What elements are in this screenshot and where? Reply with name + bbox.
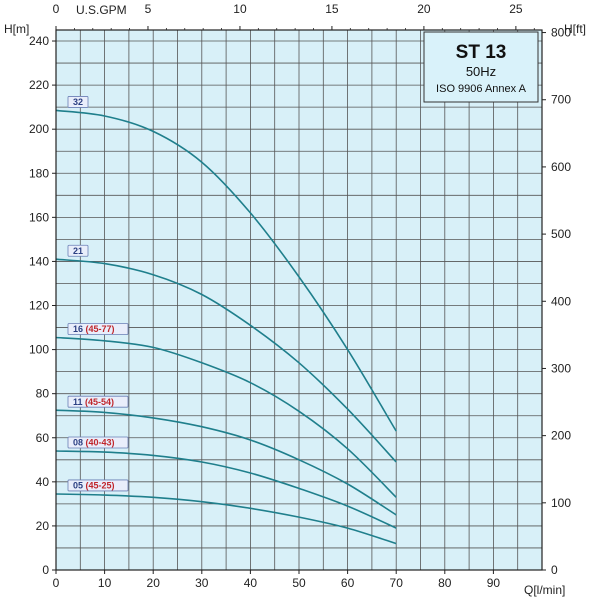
- x-tick-label: 80: [438, 576, 452, 590]
- plot-frame: [55, 29, 543, 571]
- series-label-box: [67, 244, 89, 257]
- series-label-16: 16 (45-77): [67, 323, 129, 335]
- y-tick-label: 100: [29, 343, 49, 357]
- y-tick-label: 240: [29, 34, 49, 48]
- right-tick-label: 200: [551, 429, 571, 443]
- y-tick-label: 180: [29, 166, 49, 180]
- chart-frequency: 50Hz: [466, 64, 496, 79]
- series-label-text: 08 (40-43): [73, 438, 115, 448]
- chart-title: ST 13: [456, 42, 507, 63]
- series-curve-11: [55, 409, 397, 516]
- y-tick-label: 0: [42, 563, 49, 577]
- series-label-box: [67, 323, 129, 335]
- top-tick-label: 0: [53, 2, 60, 16]
- right-tick-label: 400: [551, 294, 571, 308]
- top-tick-label: 10: [233, 2, 247, 16]
- chart-standard: ISO 9906 Annex A: [436, 83, 527, 95]
- top-tick-label: 15: [325, 2, 339, 16]
- y-tick-label: 20: [36, 519, 50, 533]
- series-labels: 32 21 16 (45-77) 11 (45-54) 08 (40-43) 05 (45…: [67, 96, 129, 492]
- right-tick-label: 700: [551, 93, 571, 107]
- x-axis-title-bottom: Q[l/min]: [524, 583, 565, 597]
- series-label-text: 11 (45-54): [73, 397, 114, 407]
- series-label-box: [67, 395, 129, 408]
- series-curve-16: [55, 336, 397, 498]
- top-tick-label: 20: [417, 2, 431, 16]
- series-label-11: 11 (45-54): [67, 395, 129, 408]
- series-label-text: 05 (45-25): [73, 481, 115, 491]
- grid-lines: [56, 30, 542, 570]
- y-axis-title-right: H[ft]: [564, 22, 586, 36]
- info-box: ST 13 50Hz ISO 9906 Annex A: [423, 31, 539, 103]
- y-tick-label: 220: [29, 78, 49, 92]
- series-label-text: 16 (45-77): [73, 324, 115, 334]
- y-tick-label: 140: [29, 254, 49, 268]
- series-label-text: 32: [73, 97, 83, 107]
- x-tick-label: 40: [244, 576, 258, 590]
- y-tick-label: 160: [29, 210, 49, 224]
- x-tick-label: 0: [53, 576, 60, 590]
- series-curve-05: [55, 493, 397, 545]
- x-axis-title-top: U.S.GPM: [76, 3, 127, 17]
- x-tick-label: 30: [195, 576, 209, 590]
- y-tick-label: 120: [29, 299, 49, 313]
- series-curve-08: [55, 450, 397, 529]
- series-label-05: 05 (45-25): [67, 479, 129, 492]
- right-tick-label: 100: [551, 496, 571, 510]
- x-tick-label: 20: [147, 576, 161, 590]
- x-tick-label: 10: [98, 576, 112, 590]
- series-label-32: 32: [67, 96, 89, 108]
- x-tick-label: 50: [292, 576, 306, 590]
- axis-ticks: 0 10 20 30 40 50 60 70 80 90020406080100120140160…: [29, 2, 571, 590]
- right-tick-label: 500: [551, 227, 571, 241]
- top-tick-label: 25: [509, 2, 523, 16]
- x-tick-label: 60: [341, 576, 355, 590]
- right-tick-label: 800: [551, 26, 571, 40]
- x-tick-label: 90: [487, 576, 501, 590]
- series-label-box: [67, 436, 129, 449]
- series-curves: [55, 109, 397, 545]
- x-tick-label: 70: [390, 576, 404, 590]
- top-tick-label: 5: [145, 2, 152, 16]
- series-curve-32: [55, 109, 397, 432]
- y-tick-label: 80: [36, 387, 50, 401]
- right-tick-label: 600: [551, 160, 571, 174]
- y-tick-label: 200: [29, 122, 49, 136]
- right-tick-label: 0: [551, 563, 558, 577]
- series-label-08: 08 (40-43): [67, 436, 129, 449]
- series-label-box: [67, 479, 129, 492]
- right-tick-label: 300: [551, 361, 571, 375]
- series-curve-21: [55, 258, 397, 463]
- y-tick-label: 40: [36, 475, 50, 489]
- y-axis-title-left: H[m]: [4, 22, 29, 36]
- series-label-box: [67, 96, 89, 108]
- y-tick-label: 60: [36, 431, 50, 445]
- series-label-21: 21: [67, 244, 89, 257]
- series-label-text: 21: [73, 246, 83, 256]
